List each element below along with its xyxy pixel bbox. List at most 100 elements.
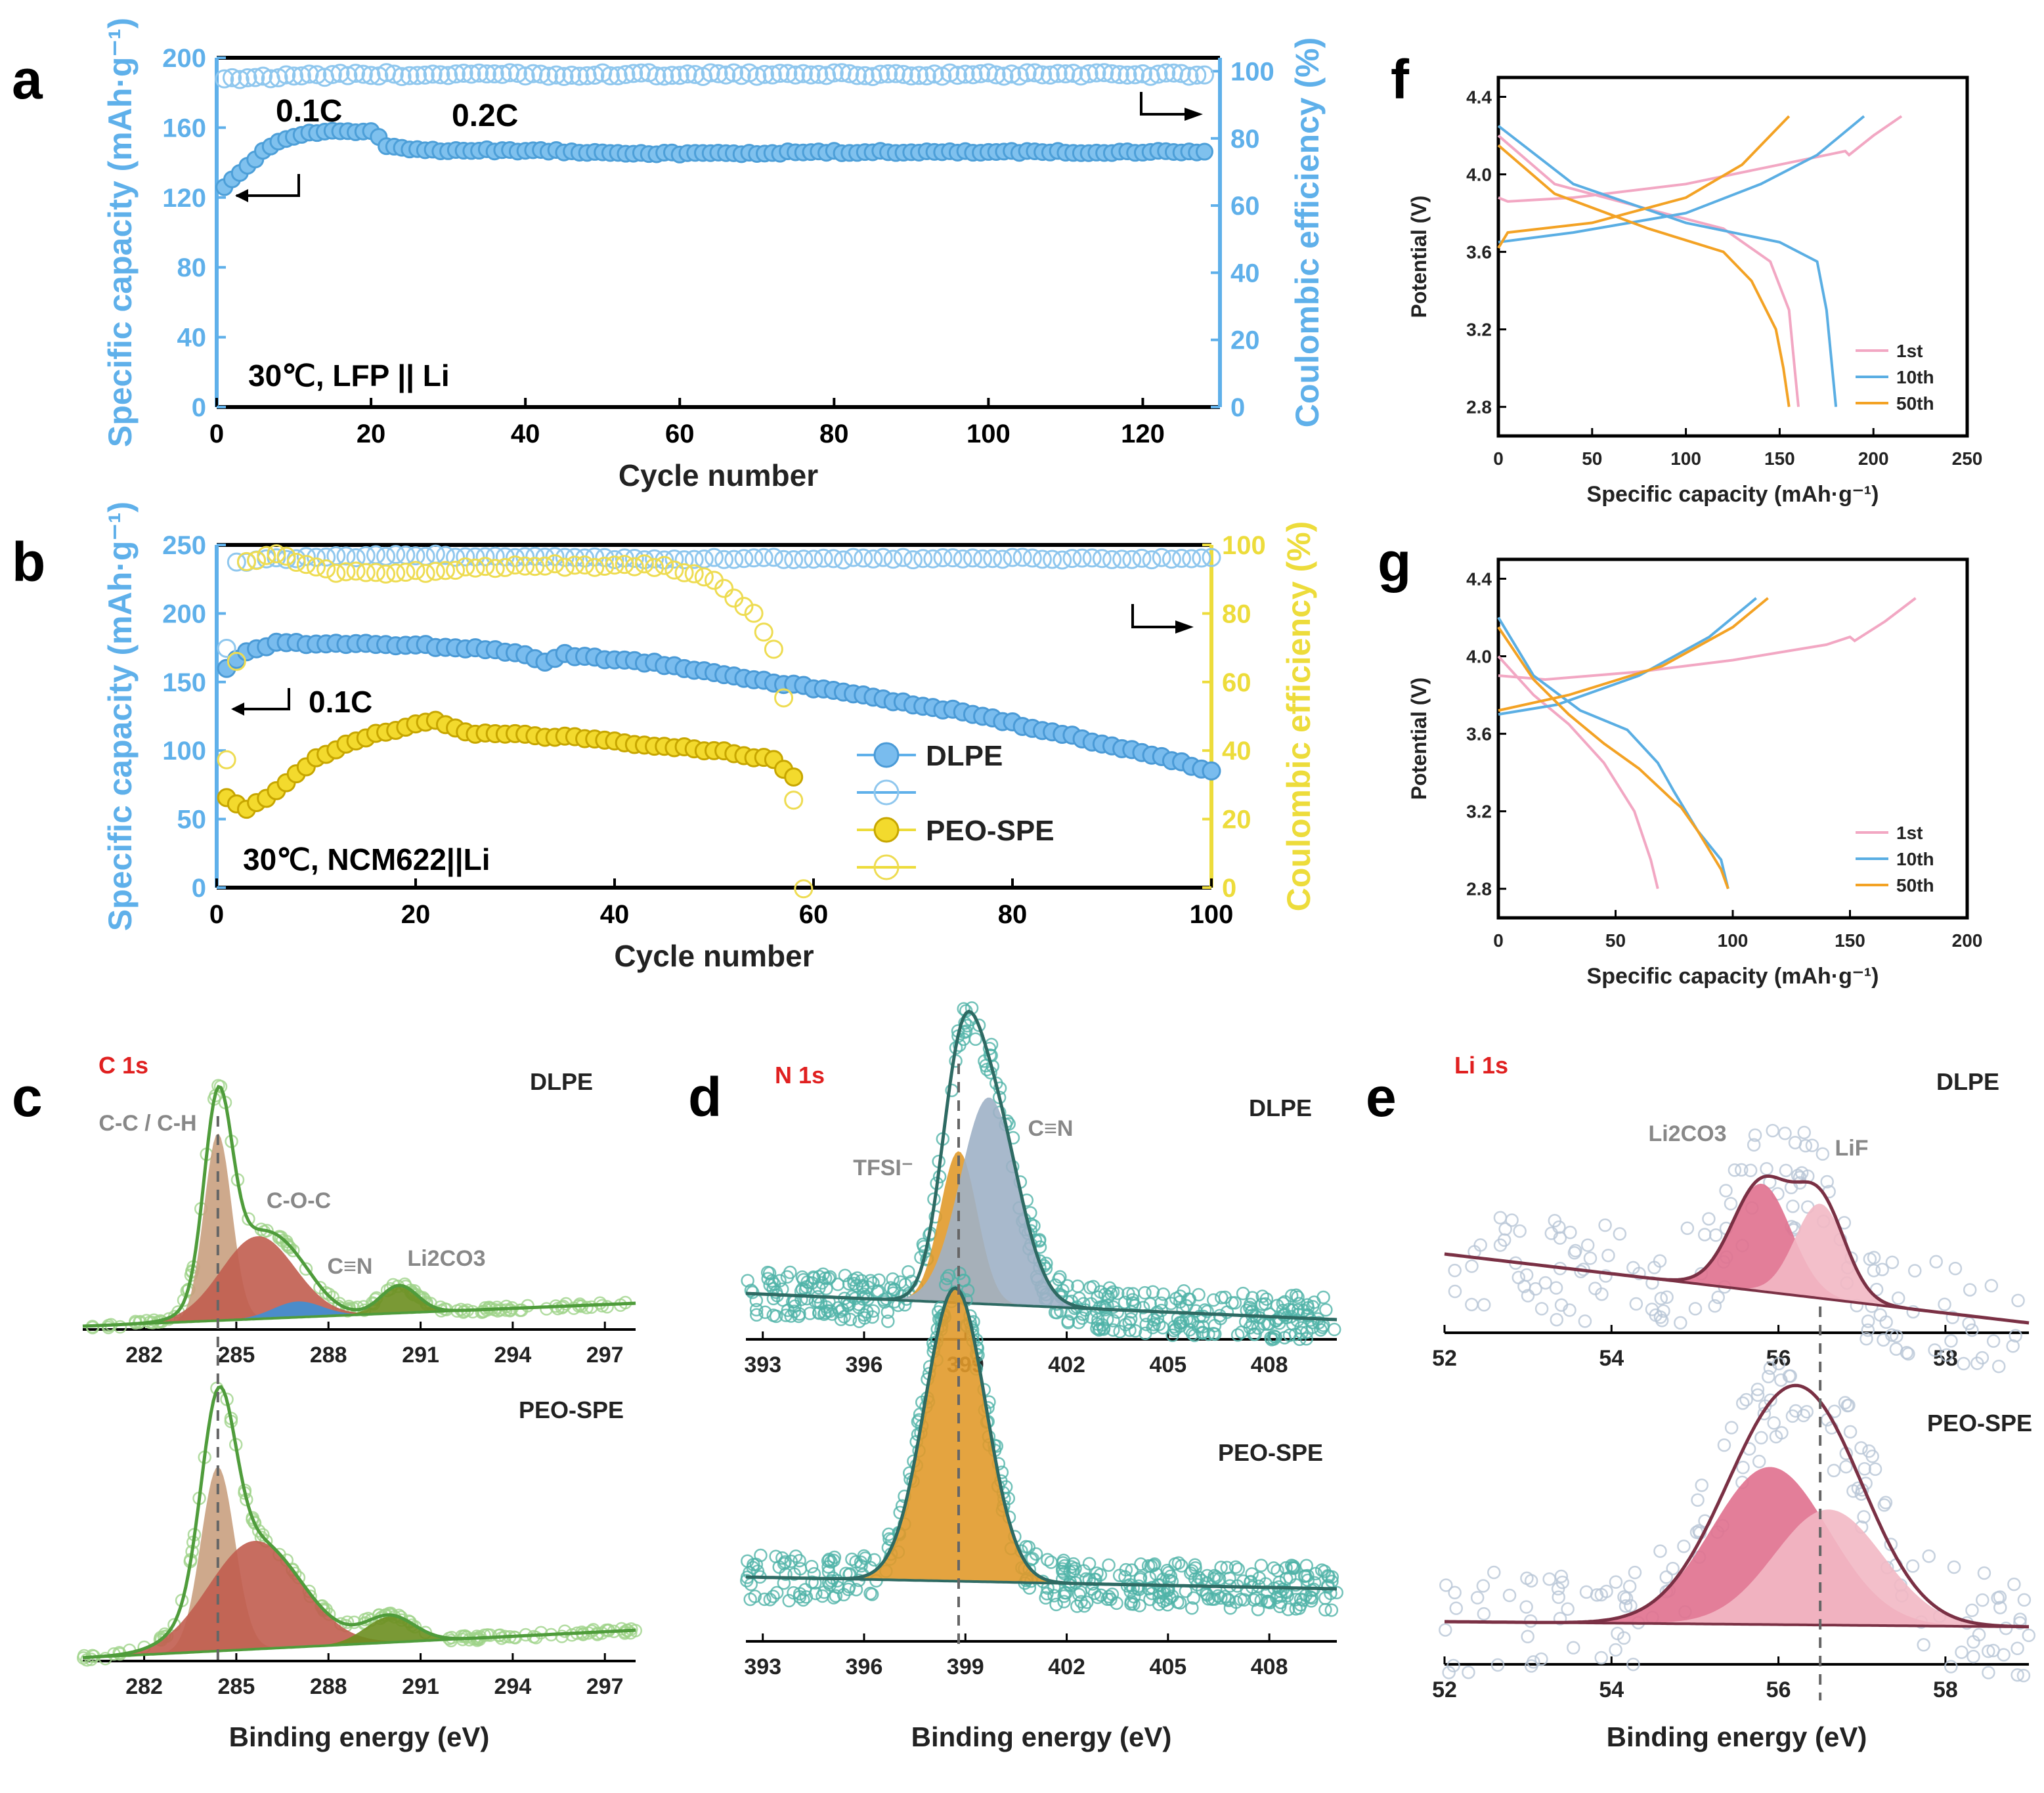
data-point-coulombic-efficiency	[361, 66, 381, 85]
legend-marker	[873, 854, 900, 880]
raw-data-point	[1963, 1283, 1977, 1297]
raw-data-point	[849, 1555, 863, 1569]
legend-label: PEO-SPE	[926, 815, 1055, 847]
data-point-coulombic-efficiency	[940, 63, 960, 83]
raw-data-point	[1152, 1597, 1166, 1611]
raw-data-point	[1305, 1320, 1320, 1334]
raw-data-point	[1291, 1307, 1305, 1322]
raw-data-point	[299, 1262, 313, 1276]
raw-data-point	[743, 1592, 757, 1607]
raw-data-point	[1717, 1438, 1731, 1452]
data-point-coulombic-efficiency	[392, 67, 412, 87]
raw-data-point	[1260, 1595, 1274, 1609]
data-point-coulombic-efficiency	[924, 64, 944, 84]
raw-data-point	[1136, 1301, 1150, 1314]
raw-data-point	[1868, 1462, 1882, 1477]
data-point-peo-spe-coulombic-efficiency	[257, 546, 276, 565]
x-tick-label: 80	[998, 900, 1028, 929]
raw-data-point	[1095, 1318, 1110, 1332]
raw-data-point	[1223, 1571, 1236, 1586]
raw-data-point	[1462, 1665, 1475, 1679]
raw-data-point	[1160, 1593, 1173, 1607]
y-axis-label: Potential (V)	[1407, 196, 1431, 318]
data-point-coulombic-efficiency	[1040, 65, 1060, 85]
raw-data-point	[1552, 1590, 1565, 1605]
raw-data-point	[1330, 1586, 1344, 1599]
raw-data-point	[1766, 1123, 1779, 1138]
raw-data-point	[1563, 1225, 1577, 1240]
raw-data-point	[780, 1270, 794, 1284]
y-tick-label: 250	[162, 531, 206, 560]
data-point-dlpe-coulombic-efficiency	[764, 548, 783, 567]
x-tick-label: 399	[947, 1654, 984, 1679]
component-peak	[1445, 1183, 2029, 1323]
data-point-dlpe-coulombic-efficiency	[1152, 548, 1171, 567]
data-point-coulombic-efficiency	[492, 64, 512, 84]
raw-data-point	[1318, 1565, 1332, 1578]
raw-data-point	[881, 1314, 895, 1328]
raw-data-point	[1110, 1305, 1125, 1319]
data-point-dlpe-coulombic-efficiency	[1122, 550, 1142, 569]
raw-data-point	[1632, 1266, 1646, 1281]
y-tick-label: 40	[177, 324, 207, 353]
raw-data-point	[834, 1312, 848, 1326]
rate-annotation: 0.2C	[452, 98, 518, 133]
raw-data-point	[1101, 1289, 1115, 1304]
data-point-dlpe-coulombic-efficiency	[814, 548, 833, 568]
raw-data-point	[1779, 1163, 1793, 1178]
data-point-dlpe-coulombic-efficiency	[1012, 548, 1032, 567]
arrow-right-head	[1175, 620, 1194, 634]
raw-data-point	[1666, 1561, 1680, 1576]
raw-data-point	[1782, 1369, 1796, 1383]
data-point-coulombic-efficiency	[624, 64, 643, 83]
y-tick-label: 4.4	[1466, 569, 1492, 590]
raw-data-point	[829, 1589, 843, 1603]
raw-data-point	[1086, 1280, 1100, 1294]
legend-label: 10th	[1896, 849, 1934, 869]
raw-data-point	[830, 1574, 844, 1588]
raw-data-point	[1139, 1326, 1152, 1341]
raw-data-point	[1281, 1603, 1295, 1616]
legend-label: 10th	[1896, 367, 1934, 387]
data-point-coulombic-efficiency	[1056, 64, 1076, 83]
data-point-coulombic-efficiency	[955, 64, 975, 84]
data-point-coulombic-efficiency	[947, 66, 967, 85]
raw-data-point	[1220, 1305, 1234, 1319]
data-point-dlpe-coulombic-efficiency	[1032, 550, 1052, 569]
data-point-coulombic-efficiency	[793, 64, 813, 83]
raw-data-point	[1752, 1454, 1766, 1469]
data-point-dlpe-coulombic-efficiency	[744, 548, 764, 568]
raw-data-point	[1991, 1359, 2006, 1373]
data-point-coulombic-efficiency	[871, 64, 890, 84]
raw-data-point	[1884, 1328, 1899, 1342]
data-point-dlpe-coulombic-efficiency	[724, 550, 744, 569]
data-point-peo-spe-coulombic-efficiency	[754, 622, 773, 642]
raw-data-point	[1962, 1316, 1976, 1331]
data-point-peo-spe-coulombic-efficiency	[296, 555, 316, 574]
x-tick-label: 120	[1121, 420, 1165, 448]
raw-data-point	[882, 1527, 896, 1542]
data-point-peo-spe-coulombic-efficiency	[585, 557, 605, 577]
raw-data-point	[1246, 1291, 1259, 1305]
data-point-peo-spe-coulombic-efficiency	[485, 559, 505, 578]
data-point-peo-spe-coulombic-efficiency	[744, 603, 764, 623]
x-tick-label: 52	[1432, 1346, 1457, 1371]
legend-label: 50th	[1896, 875, 1934, 896]
raw-data-point	[812, 1306, 826, 1320]
data-point-peo-spe-coulombic-efficiency	[316, 559, 336, 579]
raw-data-point	[1072, 1291, 1086, 1305]
raw-data-point	[769, 1549, 783, 1563]
raw-data-point	[1657, 1304, 1670, 1318]
raw-data-point	[804, 1559, 819, 1574]
raw-data-point	[1106, 1323, 1120, 1337]
curve-50th-discharge	[1497, 626, 1729, 890]
raw-data-point	[1900, 1346, 1914, 1360]
y-tick-label: 3.6	[1466, 724, 1492, 745]
data-point-peo-spe-coulombic-efficiency	[227, 651, 246, 671]
legend-label: DLPE	[926, 740, 1003, 772]
data-point-peo-spe-coulombic-efficiency	[506, 555, 525, 575]
raw-data-point	[1448, 1586, 1462, 1599]
data-point-coulombic-efficiency	[515, 66, 535, 86]
raw-data-point	[1487, 1565, 1501, 1580]
raw-data-point	[534, 1626, 548, 1640]
